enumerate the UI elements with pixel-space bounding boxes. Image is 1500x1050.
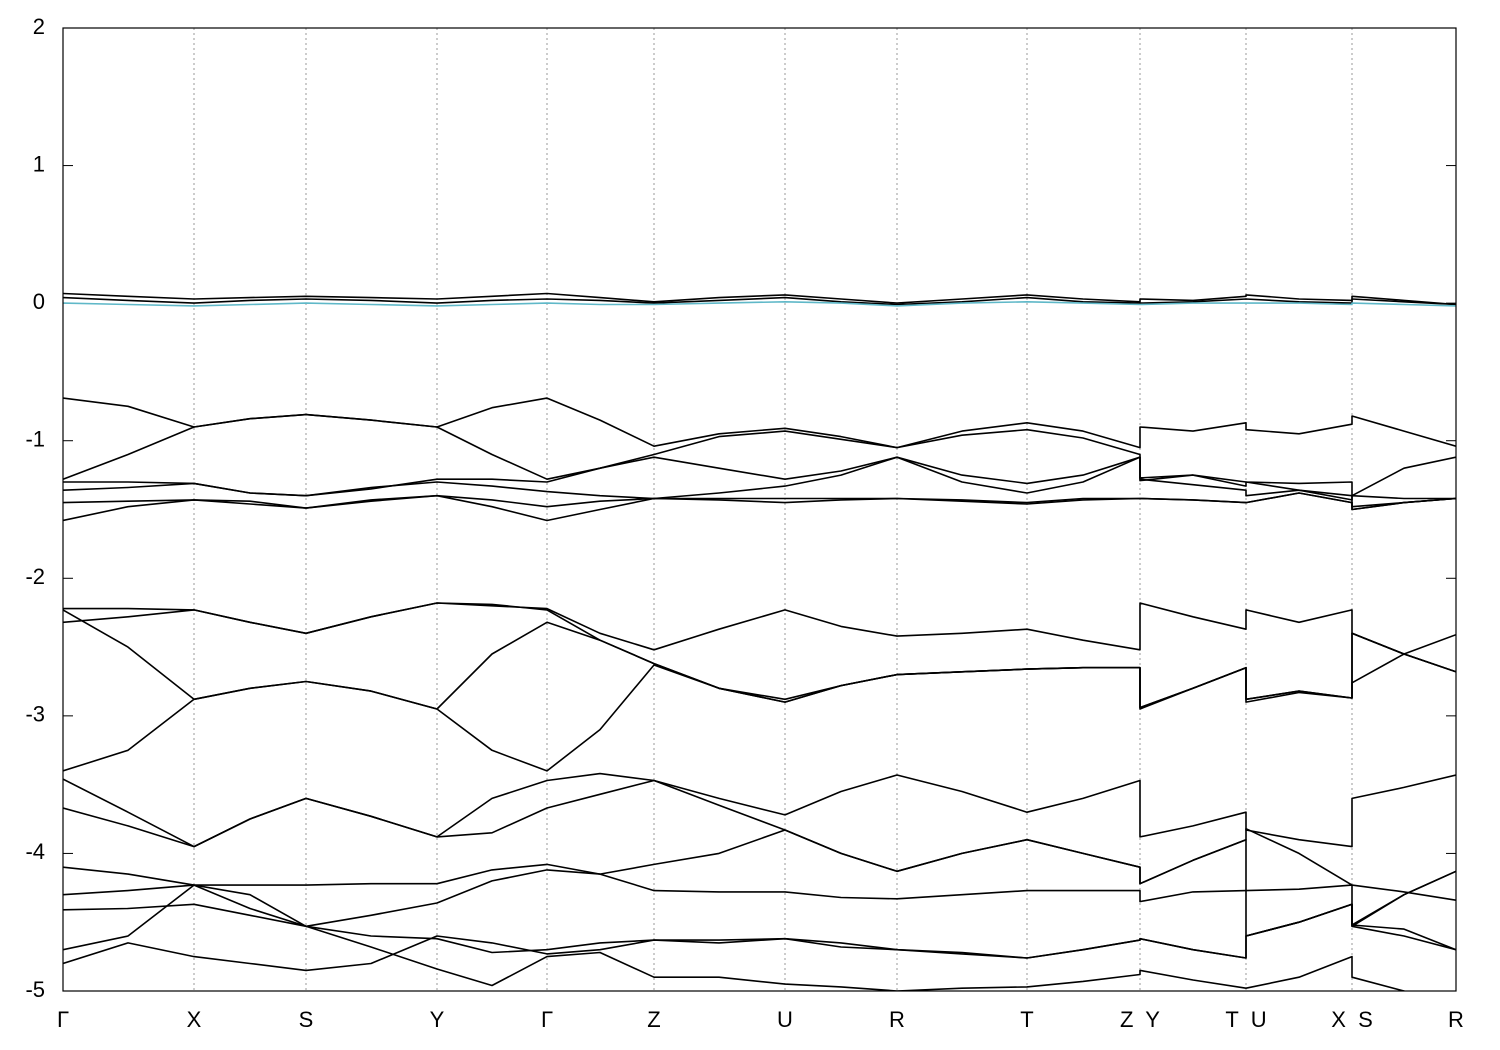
band-line [63, 300, 1456, 307]
band-line [63, 609, 1456, 710]
band-line [63, 602, 1456, 673]
grid [62, 27, 1457, 992]
band-line [63, 456, 1456, 501]
x-tick-label: X [187, 1007, 202, 1032]
bands [63, 292, 1456, 991]
band-line [63, 602, 1456, 710]
x-tick-label: Z [647, 1007, 660, 1032]
tick-labels: -5 -4 -3 -2 -1 0 1 2 Γ X S Y Γ Z U R T Z Y T U X S R [25, 14, 1464, 1032]
band-line [63, 884, 1406, 991]
x-tick-label: T U [1225, 1007, 1266, 1032]
y-tick-label: 2 [33, 14, 45, 39]
x-tick-label: Γ [541, 1007, 553, 1032]
x-tick-label: S [299, 1007, 314, 1032]
band-line [63, 863, 1456, 903]
y-tick-label: 1 [33, 151, 45, 176]
x-tick-label: U [777, 1007, 793, 1032]
x-tick-label: R [889, 1007, 905, 1032]
band-line [63, 413, 1456, 497]
y-tick-label: -3 [25, 702, 45, 727]
band-line [63, 292, 1456, 306]
x-tick-label: Γ [57, 1007, 69, 1032]
y-tick-label: -1 [25, 427, 45, 452]
band-line [63, 296, 1456, 306]
band-line [63, 492, 1456, 522]
x-tick-label: R [1448, 1007, 1464, 1032]
band-line [63, 632, 1456, 772]
y-tick-label: 0 [33, 289, 45, 314]
y-tick-label: -2 [25, 564, 45, 589]
y-tick-label: -5 [25, 977, 45, 1002]
x-tick-label: Y [430, 1007, 445, 1032]
band-line [63, 779, 1456, 928]
y-tick-label: -4 [25, 839, 45, 864]
band-line [63, 397, 1456, 449]
band-line [63, 903, 1456, 972]
plot-frame [62, 27, 1457, 992]
x-tick-label: T [1020, 1007, 1033, 1032]
x-tick-label: Z Y [1120, 1007, 1160, 1032]
x-tick-label: X S [1331, 1007, 1373, 1032]
